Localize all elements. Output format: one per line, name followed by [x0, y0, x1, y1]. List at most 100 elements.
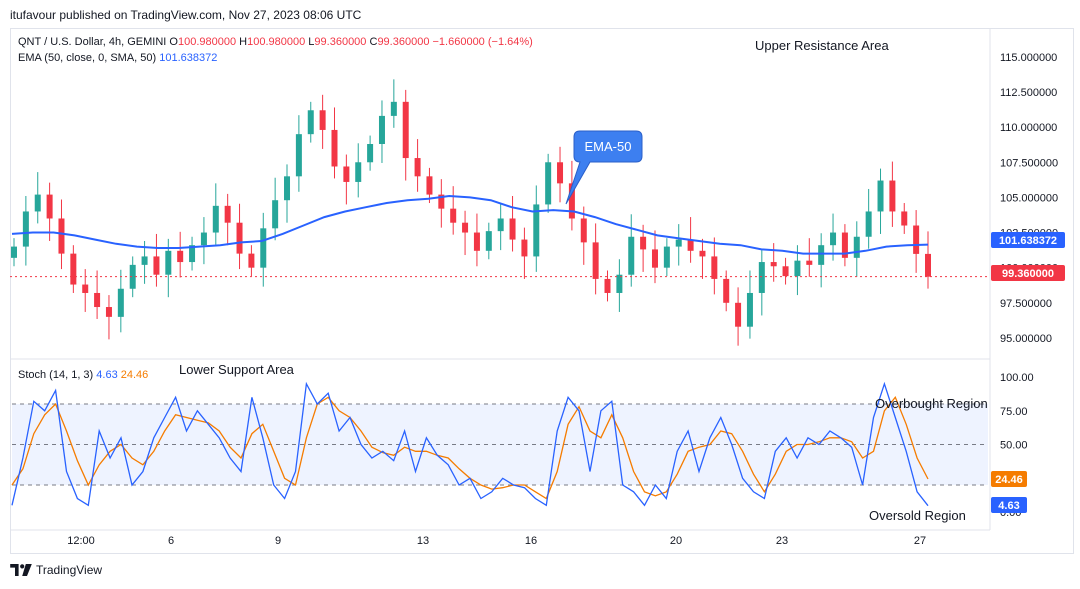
open-value: 100.980000	[177, 36, 237, 48]
candle-body	[11, 246, 17, 258]
candle-body	[462, 222, 469, 233]
candle-body	[236, 222, 243, 254]
price-tick-label: 112.500000	[1000, 87, 1057, 99]
candle-body	[853, 236, 860, 258]
candle-body	[901, 211, 908, 226]
candle-body	[307, 110, 314, 135]
low-label: L	[308, 36, 315, 48]
candle-body	[628, 236, 635, 275]
candle	[105, 295, 112, 340]
candle-body	[34, 194, 41, 212]
candle-body	[509, 218, 516, 240]
oversold-label: Oversold Region	[869, 508, 966, 523]
candle	[628, 214, 635, 287]
tradingview-footer[interactable]: TradingView	[10, 563, 102, 577]
candle-body	[877, 180, 884, 212]
candle	[497, 203, 504, 251]
candle	[295, 115, 302, 192]
candle	[746, 270, 753, 339]
candle	[889, 161, 896, 227]
stoch-k-value: 4.63	[96, 369, 118, 381]
candle	[402, 89, 409, 181]
candle	[450, 186, 457, 235]
candle	[640, 224, 647, 272]
candle	[117, 269, 124, 333]
candle-body	[177, 250, 184, 263]
stoch-legend-label[interactable]: Stoch (14, 1, 3)	[18, 369, 94, 381]
candle-body	[925, 253, 931, 277]
close-value: 99.360000	[377, 36, 430, 48]
price-tick-label: 115.000000	[1000, 52, 1057, 64]
candle-body	[22, 211, 29, 247]
time-tick-label: 9	[275, 535, 281, 547]
candle-body	[189, 245, 196, 263]
candle-body	[889, 180, 896, 212]
candle-body	[284, 176, 291, 201]
price-tick-label: 105.000000	[1000, 192, 1058, 204]
stoch-tick-label: 50.00	[1000, 440, 1028, 452]
candle-body	[355, 162, 362, 182]
candle	[604, 270, 611, 302]
candle-body	[806, 260, 813, 265]
publish-info: itufavour published on TradingView.com, …	[10, 8, 362, 22]
candle-body	[248, 253, 255, 268]
candle-body	[153, 256, 160, 275]
candle	[11, 238, 17, 267]
candle	[853, 221, 860, 277]
time-tick-label: 16	[525, 535, 537, 547]
price-tick-label: 95.000000	[1000, 333, 1052, 345]
candle	[200, 217, 207, 265]
candle-body	[105, 307, 112, 317]
candle	[22, 196, 29, 266]
candle-body	[212, 205, 219, 233]
candle	[307, 101, 314, 143]
candle	[616, 259, 623, 312]
candle-body	[82, 284, 89, 293]
candle-body	[913, 225, 920, 254]
high-label: H	[239, 36, 248, 48]
candle	[723, 270, 730, 312]
candle	[877, 168, 884, 234]
ema-legend-label[interactable]: EMA (50, close, 0, SMA, 50)	[18, 52, 157, 64]
candle	[865, 188, 872, 249]
time-tick-label: 27	[914, 535, 926, 547]
candle-body	[141, 256, 148, 265]
upper-resistance-label: Upper Resistance Area	[755, 38, 889, 53]
candle	[343, 154, 350, 205]
candle-body	[46, 194, 53, 219]
candle	[580, 206, 587, 265]
candle	[462, 210, 469, 256]
candle	[925, 231, 931, 289]
close-price-badge: 99.360000	[991, 265, 1065, 281]
candle-body	[70, 253, 77, 285]
svg-text:24.46: 24.46	[995, 474, 1023, 486]
candle-body	[723, 278, 730, 303]
candle	[284, 164, 291, 223]
candle-body	[545, 162, 552, 205]
symbol-label[interactable]: QNT / U.S. Dollar, 4h, GEMINI	[18, 36, 167, 48]
svg-text:101.638372: 101.638372	[999, 235, 1057, 247]
candle	[533, 185, 540, 272]
time-tick-label: 20	[670, 535, 682, 547]
candle	[770, 243, 777, 282]
stoch-k-badge: 4.63	[991, 497, 1027, 513]
candle	[70, 245, 77, 293]
candle	[426, 167, 433, 204]
candle-body	[343, 166, 350, 182]
candle-body	[651, 249, 658, 268]
candle-body	[782, 266, 789, 277]
time-tick-label: 13	[417, 535, 429, 547]
candle-body	[224, 205, 231, 223]
time-axis-ticks: 12:00 6 9 13 16 20 23 27	[67, 535, 926, 547]
candle-body	[568, 183, 575, 219]
candle	[913, 210, 920, 273]
candle	[272, 177, 279, 241]
candle	[367, 135, 374, 171]
close-label: C	[369, 36, 378, 48]
svg-text:4.63: 4.63	[998, 500, 1019, 512]
stoch-k-line	[11, 381, 929, 507]
candle-body	[165, 250, 172, 275]
candle	[901, 203, 908, 234]
